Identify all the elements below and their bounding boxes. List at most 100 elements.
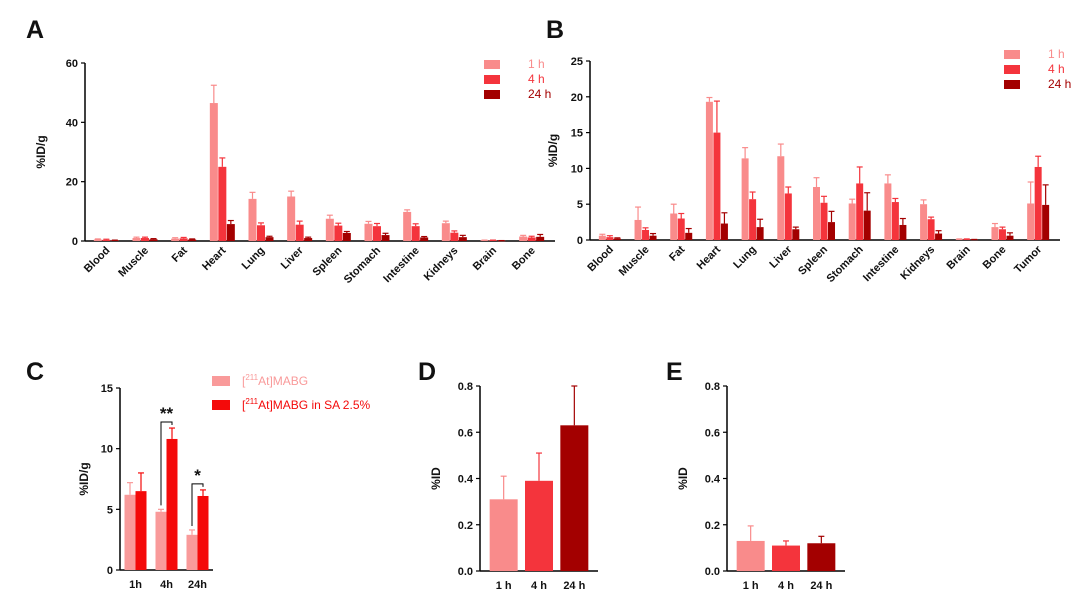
chart-b-bar	[685, 232, 693, 240]
chart-d-y-tick-label: 0.6	[458, 427, 473, 439]
chart-a-bar	[226, 224, 235, 241]
chart-e-y-tick-label: 0.4	[705, 474, 721, 486]
chart-b-bar	[642, 229, 650, 240]
chart-b-y-axis-label: %ID/g	[546, 134, 560, 167]
chart-d-bar	[560, 425, 589, 571]
chart-c-x-tick-label: 1h	[129, 579, 142, 591]
chart-a-y-axis-label: %ID/g	[34, 135, 48, 168]
chart-d-y-tick-label: 0.8	[458, 381, 473, 393]
chart-a-y-tick-label: 40	[66, 117, 78, 129]
chart-b-legend-swatch	[1004, 50, 1020, 59]
chart-c-bar	[197, 495, 209, 570]
chart-e-bar	[736, 540, 765, 571]
chart-a-x-tick-label: Bone	[510, 245, 538, 273]
chart-b-bar	[1006, 235, 1014, 240]
chart-c-significance-label: *	[194, 466, 201, 485]
chart-a-bar	[364, 223, 373, 241]
chart-e-x-tick-label: 1 h	[743, 580, 759, 592]
chart-c: 0 5 10 15 %ID/g 1h 4h 24h [211At]MABG [211At]MABG…	[77, 373, 370, 591]
chart-d: 0.0 0.2 0.4 0.6 0.8 %ID 1 h 4 h 24 h	[429, 381, 598, 592]
chart-a-bar	[295, 224, 304, 241]
chart-b-bar	[606, 237, 614, 240]
chart-e-y-tick-label: 0.2	[705, 520, 720, 532]
chart-a-x-tick-label: Blood	[82, 245, 113, 276]
chart-b-y-tick-label: 5	[577, 199, 583, 211]
chart-b-bar	[1042, 204, 1050, 240]
panel-label-b: B	[546, 16, 564, 44]
chart-c-legend-swatch	[212, 400, 230, 410]
chart-a-bar	[536, 236, 545, 241]
chart-a-bar	[188, 239, 197, 241]
chart-b-legend-swatch	[1004, 65, 1020, 74]
chart-a-bar	[149, 239, 158, 241]
chart-c-bar	[166, 438, 178, 570]
chart-a-legend-swatch	[484, 60, 500, 69]
panel-label-a: A	[26, 16, 44, 44]
chart-a-bar	[450, 232, 459, 241]
chart-d-x-tick-label: 1 h	[496, 580, 512, 592]
chart-d-y-tick-label: 0.2	[458, 520, 473, 532]
chart-a-x-tick-label: Fat	[170, 244, 190, 264]
chart-b-bar	[777, 156, 785, 240]
chart-a-legend-label: 1 h	[528, 57, 545, 71]
chart-b-bar	[749, 199, 757, 240]
chart-b-bar	[856, 183, 864, 240]
chart-b-x-tick-label: Bone	[981, 244, 1009, 272]
chart-a-bar	[441, 223, 450, 241]
chart-b-bar	[756, 227, 764, 240]
chart-c-legend-swatch	[212, 376, 230, 386]
panel-label-d: D	[418, 358, 436, 386]
chart-a-bar	[265, 237, 274, 241]
chart-b-x-tick-label: Spleen	[796, 243, 830, 277]
chart-a-bar	[420, 237, 429, 241]
chart-b-bar	[598, 235, 606, 240]
chart-b-bar	[820, 202, 828, 240]
chart-b-bar	[899, 224, 907, 240]
chart-b-bar	[828, 222, 835, 240]
chart-a-legend-swatch	[484, 75, 500, 84]
chart-a-y-tick-label: 20	[66, 177, 78, 189]
chart-b-bar	[991, 227, 999, 240]
chart-c-bar	[155, 511, 167, 570]
chart-b-bar	[927, 219, 935, 240]
chart-b-bar	[863, 210, 871, 240]
chart-b-legend-swatch	[1004, 80, 1020, 89]
chart-a-bar	[342, 232, 351, 241]
chart-a-bar	[141, 238, 149, 241]
chart-b-x-tick-label: Intestine	[861, 244, 901, 284]
chart-b-bar	[884, 183, 892, 240]
chart-a-bar	[519, 236, 528, 241]
panel-label-c: C	[26, 358, 44, 386]
chart-b-legend-label: 1 h	[1048, 47, 1065, 61]
chart-d-x-tick-label: 24 h	[563, 580, 585, 592]
chart-b-bar	[920, 204, 928, 240]
chart-b-legend-label: 4 h	[1048, 62, 1065, 76]
chart-b-bar	[848, 203, 856, 240]
chart-c-y-tick-label: 15	[101, 383, 113, 395]
chart-b-bar	[720, 223, 728, 240]
chart-c-legend-label: [211At]MABG in SA 2.5%	[242, 397, 370, 412]
chart-a-bar	[257, 225, 265, 241]
chart-b-y-tick-label: 20	[571, 92, 583, 104]
chart-c-y-axis-label: %ID/g	[77, 462, 91, 495]
chart-b-x-tick-label: Liver	[767, 243, 795, 271]
chart-a-bar	[179, 238, 188, 241]
chart-d-bar	[525, 480, 553, 571]
chart-c-x-tick-label: 4h	[160, 579, 173, 591]
chart-b-x-tick-label: Kidneys	[898, 244, 937, 283]
chart-b-x-tick-label: Stomach	[824, 243, 866, 285]
chart-b-bar	[955, 239, 963, 240]
chart-b-bar	[891, 202, 899, 240]
chart-a-bar	[381, 235, 390, 241]
chart-e-bar	[807, 543, 836, 571]
chart-b-bar	[705, 101, 713, 240]
chart-b-x-tick-label: Muscle	[617, 244, 652, 279]
chart-b-y-tick-label: 15	[571, 128, 583, 140]
chart-b-y-tick-label: 10	[571, 163, 583, 175]
chart-a-bar	[403, 211, 412, 241]
chart-e-y-tick-label: 0.8	[705, 381, 720, 393]
chart-b-bar	[813, 187, 820, 240]
chart-e-y-tick-label: 0.6	[705, 427, 720, 439]
chart-a-legend-swatch	[484, 90, 500, 99]
